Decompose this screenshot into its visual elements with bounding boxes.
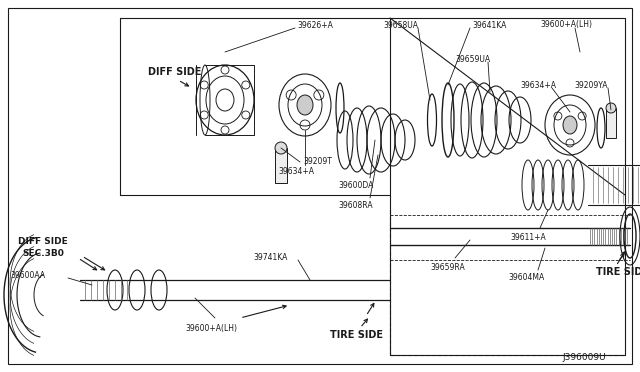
Bar (606, 108, 616, 138)
Text: J396009U: J396009U (562, 353, 605, 362)
Text: TIRE SIDE: TIRE SIDE (596, 267, 640, 277)
Text: DIFF SIDE: DIFF SIDE (18, 237, 68, 247)
Text: TIRE SIDE: TIRE SIDE (330, 330, 383, 340)
Text: 39611+A: 39611+A (510, 234, 546, 243)
Text: 39209YA: 39209YA (574, 81, 607, 90)
Text: 39659UA: 39659UA (455, 55, 490, 64)
Text: 39600DA: 39600DA (338, 180, 373, 189)
Text: 39600+A(LH): 39600+A(LH) (185, 324, 237, 333)
Text: 39608RA: 39608RA (338, 201, 372, 209)
Text: 39209T: 39209T (303, 157, 332, 167)
Text: 39641KA: 39641KA (472, 22, 506, 31)
Text: 39634+A: 39634+A (278, 167, 314, 176)
Bar (275, 148, 287, 183)
Text: 39634+A: 39634+A (520, 81, 556, 90)
Text: DIFF SIDE: DIFF SIDE (148, 67, 202, 77)
Circle shape (275, 142, 287, 154)
Ellipse shape (563, 116, 577, 134)
Text: SEC.3B0: SEC.3B0 (22, 250, 64, 259)
Text: 39626+A: 39626+A (297, 22, 333, 31)
Text: 39658UA: 39658UA (383, 22, 418, 31)
Text: 39600+A(LH): 39600+A(LH) (540, 19, 592, 29)
Text: 39659RA: 39659RA (430, 263, 465, 273)
Text: 39604MA: 39604MA (508, 273, 544, 282)
Ellipse shape (297, 95, 313, 115)
Text: 39741KA: 39741KA (253, 253, 287, 263)
Circle shape (606, 103, 616, 113)
Text: 39600AA: 39600AA (10, 272, 45, 280)
